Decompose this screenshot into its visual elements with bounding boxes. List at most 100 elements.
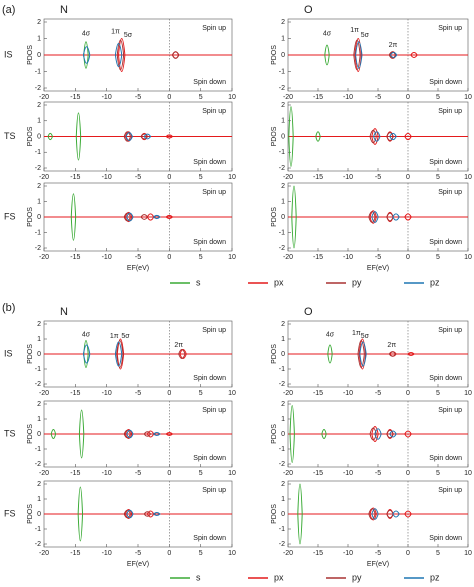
pdos-peak (70, 193, 77, 241)
y-tick-label: 1 (281, 35, 285, 42)
pdos-peak (321, 429, 327, 439)
x-tick-label: -15 (313, 470, 323, 477)
y-tick-label: -1 (35, 68, 41, 75)
pdos-peak (126, 429, 134, 439)
x-tick-label: 0 (167, 254, 171, 261)
y-tick-label: 1 (281, 416, 285, 423)
y-tick-label: -2 (279, 541, 285, 548)
x-tick-label: -10 (102, 254, 112, 261)
x-tick-label: -20 (39, 550, 49, 557)
pdos-peak (143, 133, 152, 140)
x-tick-label: -20 (283, 94, 293, 101)
pdos-peak (404, 510, 412, 518)
pdos-peak (324, 44, 330, 66)
spin-up-label: Spin up (202, 25, 226, 32)
annotation: 5σ (361, 333, 370, 340)
x-tick-label: -20 (39, 254, 49, 261)
x-axis-label: EF(eV) (127, 265, 149, 272)
x-tick-label: -5 (375, 390, 381, 397)
spin-up-label: Spin up (202, 487, 226, 494)
spin-down-label: Spin down (193, 159, 226, 166)
x-tick-label: 5 (199, 254, 203, 261)
x-tick-label: -5 (375, 254, 381, 261)
x-tick-label: 5 (199, 470, 203, 477)
y-tick-label: 0 (37, 511, 41, 518)
x-axis-label: EF(eV) (367, 561, 389, 568)
spin-up-label: Spin up (202, 407, 226, 414)
pdos-peak (289, 405, 295, 463)
x-tick-label: 10 (464, 174, 472, 181)
pdos-peak (288, 106, 294, 167)
state-label: IS (4, 49, 13, 59)
annotation: 1π (352, 330, 361, 337)
x-tick-label: 0 (167, 470, 171, 477)
y-axis-label: PDOS (27, 424, 34, 444)
y-tick-label: -1 (35, 149, 41, 156)
spin-down-label: Spin down (429, 455, 462, 462)
pdos-peak (369, 427, 377, 441)
pdos-peak (123, 509, 132, 519)
spin-down-label: Spin down (429, 535, 462, 542)
x-tick-label: -15 (70, 550, 80, 557)
spin-down-label: Spin down (193, 239, 226, 246)
pdos-peak (386, 429, 394, 439)
x-tick-label: -20 (283, 550, 293, 557)
y-tick-label: -2 (35, 165, 41, 172)
pdos-peak (83, 41, 89, 69)
y-tick-label: 2 (37, 401, 41, 408)
x-tick-label: 5 (199, 94, 203, 101)
x-tick-label: -10 (102, 94, 112, 101)
pdos-peak (371, 508, 379, 520)
pdos-peak (75, 112, 82, 161)
y-tick-label: -1 (279, 526, 285, 533)
legend-label: px (274, 277, 284, 287)
x-tick-label: -15 (70, 94, 80, 101)
pdos-peak (368, 211, 376, 223)
pdos-peak (388, 51, 397, 59)
y-tick-label: 0 (37, 52, 41, 59)
pdos-peak (389, 132, 397, 141)
pdos-peak (371, 211, 379, 223)
pdos-peak (114, 341, 123, 367)
figure-label: (a) (2, 4, 15, 16)
y-tick-label: 1 (37, 198, 41, 205)
x-tick-label: 10 (464, 254, 472, 261)
annotation: 1π (111, 29, 120, 36)
y-tick-label: 0 (281, 511, 285, 518)
y-tick-label: -1 (279, 446, 285, 453)
pdos-peak (407, 352, 415, 356)
x-tick-label: -15 (313, 390, 323, 397)
pdos-peak (78, 409, 85, 459)
x-tick-label: -20 (39, 94, 49, 101)
state-label: TS (4, 428, 16, 438)
x-tick-label: -10 (343, 254, 353, 261)
annotation: 1π (350, 27, 359, 34)
x-tick-label: 10 (464, 390, 472, 397)
pdos-peak (368, 508, 376, 520)
spin-down-label: Spin down (193, 535, 226, 542)
y-tick-label: -1 (279, 68, 285, 75)
state-label: FS (4, 211, 16, 221)
spin-up-label: Spin up (438, 25, 462, 32)
pdos-peak (327, 344, 333, 364)
pdos-peak (357, 340, 365, 368)
pdos-peak (389, 52, 398, 58)
state-label: TS (4, 131, 16, 141)
pdos-peak (152, 432, 161, 436)
spin-down-label: Spin down (429, 375, 462, 382)
x-tick-label: -10 (343, 94, 353, 101)
legend-label: s (196, 572, 201, 582)
x-tick-label: 10 (464, 94, 472, 101)
x-tick-label: 0 (406, 174, 410, 181)
y-tick-label: 2 (37, 19, 41, 26)
pdos-peak (83, 340, 89, 368)
y-tick-label: 0 (37, 431, 41, 438)
spin-up-label: Spin up (438, 108, 462, 115)
pdos-peak (374, 428, 382, 440)
x-tick-label: -20 (283, 174, 293, 181)
figure-label: (b) (2, 302, 15, 314)
x-tick-label: 0 (406, 94, 410, 101)
y-tick-label: 0 (281, 214, 285, 221)
y-tick-label: 0 (281, 133, 285, 140)
y-axis-label: PDOS (27, 344, 34, 364)
